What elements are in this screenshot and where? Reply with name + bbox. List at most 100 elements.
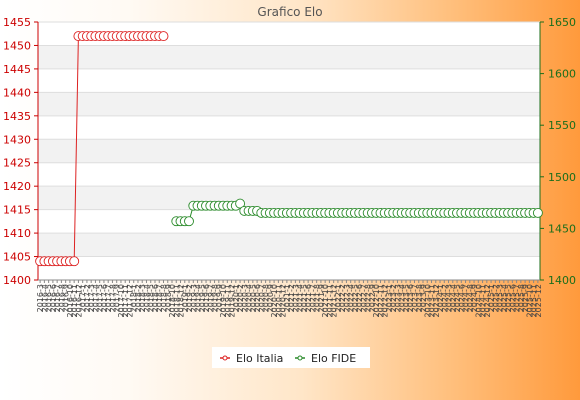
x-tick-label: 2020-9 [266, 284, 275, 312]
x-tick-label: 2022-12 [381, 284, 390, 317]
x-tick-label: 2023-4 [398, 284, 407, 312]
x-tick-label: 2024-1 [436, 284, 445, 312]
x-tick-label: 2025-1 [487, 284, 496, 312]
x-tick-label: 2016-10 [66, 284, 75, 317]
right-tick-label: 1650 [548, 16, 576, 29]
x-tick-label: 2021-10 [321, 284, 330, 317]
x-tick-label: 2025-7 [513, 284, 522, 312]
left-tick-label: 1455 [3, 16, 31, 29]
x-tick-label: 2021-3 [291, 284, 300, 312]
x-tick-label: 2022-6 [355, 284, 364, 312]
legend-label-elo-italia: Elo Italia [236, 352, 283, 365]
x-tick-label: 2019-1 [181, 284, 190, 312]
series-elo-fide [171, 198, 543, 227]
data-point-elo-fide [235, 198, 246, 209]
left-tick-label: 1450 [3, 39, 31, 52]
x-tick-label: 2020-12 [279, 284, 288, 317]
x-tick-label: 2017-9 [113, 284, 122, 312]
x-tick-label: 2018-12 [177, 284, 186, 317]
x-tick-label: 2016-3 [36, 284, 45, 312]
x-tick-label: 2023-1 [385, 284, 394, 312]
left-tick-label: 1445 [3, 63, 31, 76]
grid-band [38, 186, 540, 210]
x-tick-label: 2025-4 [500, 284, 509, 312]
left-tick-label: 1415 [3, 204, 31, 217]
x-tick-label: 2018-2 [134, 284, 143, 312]
x-tick-label: 2021-8 [313, 284, 322, 312]
x-tick-label: 2025-8 [517, 284, 526, 312]
x-tick-label: 2016-4 [40, 284, 49, 312]
x-tick-label: 2018-7 [155, 284, 164, 312]
x-tick-label: 2024-6 [457, 284, 466, 312]
x-tick-label: 2025-5 [504, 284, 513, 312]
x-tick-label: 2019-4 [194, 284, 203, 312]
x-tick-label: 2017-3 [87, 284, 96, 312]
x-tick-label: 2016-5 [45, 284, 54, 312]
right-axis-ticks: 1400 1450 1500 1550 1600 1650 [540, 16, 576, 287]
data-point-elo-italia [69, 256, 80, 267]
gridlines [38, 21, 540, 281]
x-tick-label: 2021-11 [325, 284, 334, 317]
x-tick-label: 2020-10 [270, 284, 279, 317]
x-tick-label: 2025-10 [525, 284, 534, 317]
x-tick-label: 2019-9 [215, 284, 224, 312]
x-tick-label: 2024-7 [462, 284, 471, 312]
x-tick-label: 2018-3 [138, 284, 147, 312]
x-tick-label: 2024-12 [483, 284, 492, 317]
x-tick-label: 2023-8 [415, 284, 424, 312]
x-tick-label: 2025-11 [530, 284, 539, 317]
x-tick-label: 2022-4 [347, 284, 356, 312]
grid-band [38, 233, 540, 257]
x-tick-label: 2017-1 [79, 284, 88, 312]
x-tick-label: 2023-9 [419, 284, 428, 312]
x-tick-label: 2021-5 [300, 284, 309, 312]
x-tick-label: 2018-8 [160, 284, 169, 312]
x-tick-label: 2016-12 [74, 284, 83, 317]
x-tick-label: 2018-4 [142, 284, 151, 312]
x-tick-label: 2018-1 [130, 284, 139, 312]
x-tick-label: 2020-11 [274, 284, 283, 317]
x-tick-label: 2020-7 [257, 284, 266, 312]
x-tick-label: 2017-6 [100, 284, 109, 312]
x-tick-label: 2019-12 [228, 284, 237, 317]
series [35, 31, 543, 267]
x-tick-label: 2017-2 [83, 284, 92, 312]
x-tick-label: 2023-7 [411, 284, 420, 312]
legend-marker-elo-italia [222, 355, 228, 361]
x-tick-label: 2023-10 [423, 284, 432, 317]
legend-marker-elo-fide [297, 355, 303, 361]
x-tick-label: 2017-7 [104, 284, 113, 312]
x-tick-label: 2021-2 [287, 284, 296, 312]
x-tick-label: 2022-7 [359, 284, 368, 312]
x-tick-label: 2020-3 [240, 284, 249, 312]
x-tick-label: 2017-4 [91, 284, 100, 312]
left-tick-label: 1410 [3, 227, 31, 240]
x-tick-label: 2020-6 [253, 284, 262, 312]
grid-band [38, 45, 540, 69]
x-tick-label: 2022-2 [338, 284, 347, 312]
x-tick-label: 2024-10 [474, 284, 483, 317]
legend-box [212, 347, 370, 368]
x-tick-label: 2018-10 [168, 284, 177, 317]
x-tick-label: 2020-8 [262, 284, 271, 312]
x-tick-label: 2023-6 [406, 284, 415, 312]
data-point-elo-fide [532, 207, 543, 218]
left-tick-label: 1435 [3, 110, 31, 123]
x-tick-label: 2024-4 [449, 284, 458, 312]
x-tick-label: 2024-11 [479, 284, 488, 317]
grid-band [38, 92, 540, 116]
x-tick-label: 2019-2 [185, 284, 194, 312]
left-axis-ticks: 1400 1405 1410 1415 1420 1425 1430 1435 1440 1445… [3, 16, 38, 287]
x-tick-label: 2025-6 [508, 284, 517, 312]
x-tick-label: 2025-9 [521, 284, 530, 312]
x-tick-label: 2021-4 [296, 284, 305, 312]
x-tick-label: 2021-6 [304, 284, 313, 312]
x-tick-label: 2017-8 [108, 284, 117, 312]
x-tick-label: 2025-12 [534, 284, 543, 317]
x-tick-label: 2017-11 [121, 284, 130, 317]
x-tick-label: 2016-11 [70, 284, 79, 317]
x-tick-label: 2025-2 [491, 284, 500, 312]
left-tick-label: 1440 [3, 86, 31, 99]
grid-band [38, 139, 540, 163]
legend: Elo Italia Elo FIDE [212, 347, 370, 368]
